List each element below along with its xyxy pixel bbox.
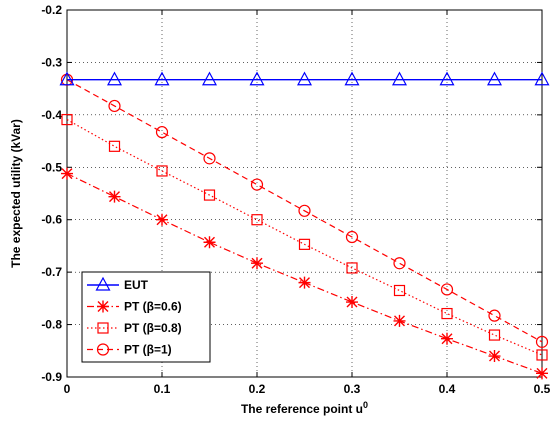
square-marker xyxy=(203,189,216,201)
x-tick-label: 0 xyxy=(64,382,71,396)
legend-label: PT (β=1) xyxy=(124,343,172,357)
series-line xyxy=(66,119,543,356)
triangle-marker xyxy=(344,71,360,86)
circle-marker xyxy=(155,126,169,139)
circle-marker xyxy=(345,230,359,244)
series-group xyxy=(59,71,550,380)
triangle-marker xyxy=(201,71,218,86)
triangle-marker xyxy=(95,276,111,291)
legend-box xyxy=(81,271,211,363)
star-marker xyxy=(298,276,311,289)
circle-marker xyxy=(535,335,549,348)
square-marker xyxy=(156,165,168,177)
star-marker xyxy=(441,332,453,345)
star-marker xyxy=(156,213,168,226)
y-tick-label: -0.5 xyxy=(41,160,62,174)
star-marker xyxy=(346,296,358,309)
square-marker xyxy=(97,322,109,334)
star-marker xyxy=(488,350,501,363)
legend-label: PT (β=0.8) xyxy=(124,321,182,335)
series-line xyxy=(66,79,543,343)
y-tick-label: -0.2 xyxy=(41,3,62,17)
square-marker xyxy=(61,113,73,126)
axis-ticks: 0 0.1 0.2 0.3 0.4 0.5 -0.9 -0.8 -0.7 -0.6 -0.5 -0.4… xyxy=(41,3,550,396)
circle-marker xyxy=(488,309,501,322)
circle-marker xyxy=(250,178,264,191)
x-tick-label: 0.4 xyxy=(439,382,456,396)
triangle-marker xyxy=(534,71,550,86)
triangle-marker xyxy=(391,71,408,86)
x-tick-label: 0.5 xyxy=(534,382,551,396)
y-tick-label: -0.7 xyxy=(41,265,62,279)
y-axis-label: The expected utility (kVar) xyxy=(9,119,23,268)
square-marker xyxy=(488,329,501,341)
triangle-marker xyxy=(486,71,503,86)
square-marker xyxy=(536,349,548,361)
legend-label: EUT xyxy=(124,278,149,292)
y-tick-label: -0.4 xyxy=(41,108,62,122)
triangle-marker xyxy=(106,71,123,86)
triangle-marker xyxy=(439,71,455,86)
square-marker xyxy=(441,307,453,320)
legend-label: PT (β=0.6) xyxy=(124,300,182,314)
square-marker xyxy=(108,140,121,152)
square-marker xyxy=(393,284,406,297)
legend: EUT PT (β=0.6) PT (β=0.8) PT (β=1) xyxy=(81,271,211,363)
square-marker xyxy=(251,214,263,226)
triangle-marker xyxy=(59,71,75,86)
circle-marker xyxy=(108,99,121,113)
star-marker xyxy=(203,236,216,249)
square-marker xyxy=(298,238,311,250)
star-marker xyxy=(97,300,109,313)
x-tick-label: 0.2 xyxy=(249,382,266,396)
circle-marker xyxy=(96,343,110,356)
series-3 xyxy=(60,73,549,348)
y-tick-label: -0.8 xyxy=(41,318,62,332)
x-axis-label: The reference point u0 xyxy=(241,400,368,416)
y-tick-label: -0.3 xyxy=(41,55,62,69)
series-0 xyxy=(59,71,550,86)
triangle-marker xyxy=(154,71,170,86)
y-tick-label: -0.9 xyxy=(41,370,62,384)
series-1 xyxy=(61,167,548,380)
circle-marker xyxy=(393,257,406,270)
star-marker xyxy=(108,190,121,203)
y-tick-label: -0.6 xyxy=(41,213,62,227)
star-marker xyxy=(393,314,406,327)
triangle-marker xyxy=(296,71,313,86)
series-2 xyxy=(61,113,548,361)
x-tick-label: 0.1 xyxy=(154,382,171,396)
triangle-marker xyxy=(249,71,265,86)
star-marker xyxy=(251,257,263,270)
star-marker xyxy=(536,367,548,380)
square-marker xyxy=(346,262,358,274)
circle-marker xyxy=(203,152,216,165)
x-tick-label: 0.3 xyxy=(344,382,361,396)
circle-marker xyxy=(298,204,311,217)
star-marker xyxy=(61,167,73,180)
circle-marker xyxy=(440,283,454,296)
plot-frame xyxy=(66,9,543,378)
